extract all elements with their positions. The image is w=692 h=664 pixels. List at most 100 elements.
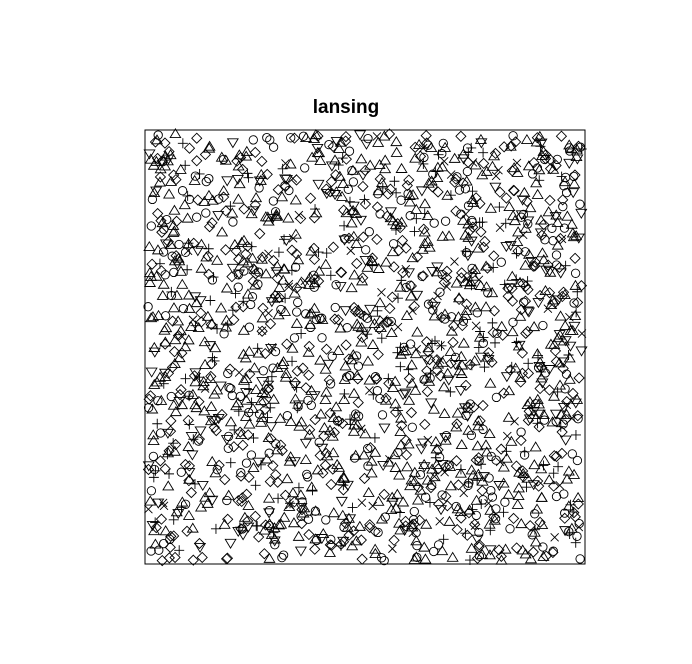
point-triangle-up (522, 248, 536, 259)
point-diamond (318, 430, 330, 442)
point-diamond (488, 511, 500, 523)
point-triangle-up (174, 163, 187, 174)
point-plus (182, 190, 193, 201)
point-plus (494, 202, 505, 213)
point-triangle-up (457, 214, 470, 225)
point-diamond (421, 365, 433, 377)
point-triangle-up (366, 338, 379, 349)
point-triangle-down (532, 298, 545, 309)
point-diamond (348, 301, 360, 314)
point-diamond (254, 228, 266, 240)
point-diamond (338, 204, 350, 216)
point-diamond (502, 282, 514, 295)
point-plus (296, 328, 307, 339)
point-diamond (216, 408, 228, 421)
point-triangle-up (448, 152, 461, 163)
point-circle (538, 542, 548, 552)
point-cross (408, 528, 418, 538)
point-triangle-up (349, 410, 362, 421)
point-triangle-up (422, 342, 435, 353)
point-triangle-up (178, 199, 191, 210)
point-triangle-up (438, 381, 451, 392)
point-diamond (498, 387, 510, 399)
point-circle (214, 194, 224, 204)
point-circle (527, 530, 537, 540)
point-diamond (521, 325, 534, 338)
point-triangle-up (483, 549, 497, 560)
point-triangle-up (148, 186, 161, 198)
point-diamond (516, 347, 529, 359)
point-diamond (156, 155, 168, 167)
point-circle (437, 490, 447, 500)
point-diamond (256, 155, 268, 168)
point-diamond (534, 289, 546, 302)
point-diamond (235, 523, 247, 535)
point-circle (508, 131, 518, 141)
point-diamond (555, 130, 568, 142)
point-triangle-up (172, 252, 185, 263)
point-triangle-up (310, 207, 323, 218)
point-diamond (156, 226, 168, 238)
point-triangle-down (288, 457, 301, 468)
point-triangle-up (436, 545, 449, 556)
point-diamond (512, 245, 524, 257)
point-cross (484, 498, 493, 508)
point-circle (460, 184, 471, 194)
point-triangle-up (539, 284, 552, 296)
point-circle (558, 201, 568, 212)
point-diamond (286, 244, 298, 256)
point-triangle-down (189, 368, 202, 379)
point-triangle-up (480, 165, 493, 176)
point-plus (252, 521, 263, 532)
point-diamond (468, 401, 480, 413)
point-plus (293, 482, 304, 493)
point-circle (523, 219, 533, 229)
point-triangle-down (280, 175, 293, 186)
point-plus (233, 406, 244, 417)
point-cross (495, 223, 505, 233)
point-plus (490, 337, 501, 348)
point-diamond (463, 507, 475, 519)
point-cross (439, 157, 449, 166)
point-diamond (386, 291, 399, 303)
point-circle (303, 395, 313, 406)
point-triangle-down (527, 406, 540, 418)
point-triangle-up (409, 348, 422, 359)
point-diamond (329, 313, 341, 325)
point-diamond (506, 295, 519, 307)
point-plus (570, 537, 581, 548)
point-cross (461, 209, 470, 219)
point-triangle-up (389, 398, 402, 409)
point-diamond (543, 287, 556, 299)
point-diamond (527, 546, 539, 558)
point-diamond (489, 147, 502, 160)
point-triangle-up (450, 277, 463, 288)
point-diamond (448, 320, 460, 332)
point-triangle-up (395, 412, 408, 423)
point-diamond (390, 406, 402, 418)
point-triangle-up (158, 324, 171, 335)
point-diamond (219, 473, 231, 486)
point-triangle-up (428, 471, 441, 482)
point-diamond (249, 199, 261, 211)
point-diamond (569, 169, 581, 181)
point-triangle-up (473, 331, 486, 342)
point-plus (553, 461, 564, 472)
point-diamond (495, 443, 507, 455)
point-plus (194, 168, 205, 179)
point-triangle-up (499, 543, 512, 554)
point-triangle-up (294, 277, 307, 288)
point-diamond (422, 346, 434, 358)
point-cross (510, 417, 519, 426)
point-plus (262, 412, 273, 423)
point-diamond (356, 331, 369, 344)
point-diamond (202, 250, 214, 262)
point-diamond (553, 261, 566, 274)
point-triangle-down (533, 409, 546, 420)
point-triangle-down (449, 360, 462, 371)
point-triangle-down (186, 450, 199, 461)
point-diamond (466, 267, 479, 279)
point-cross (377, 288, 386, 297)
point-circle (538, 320, 548, 331)
point-circle (575, 199, 585, 209)
